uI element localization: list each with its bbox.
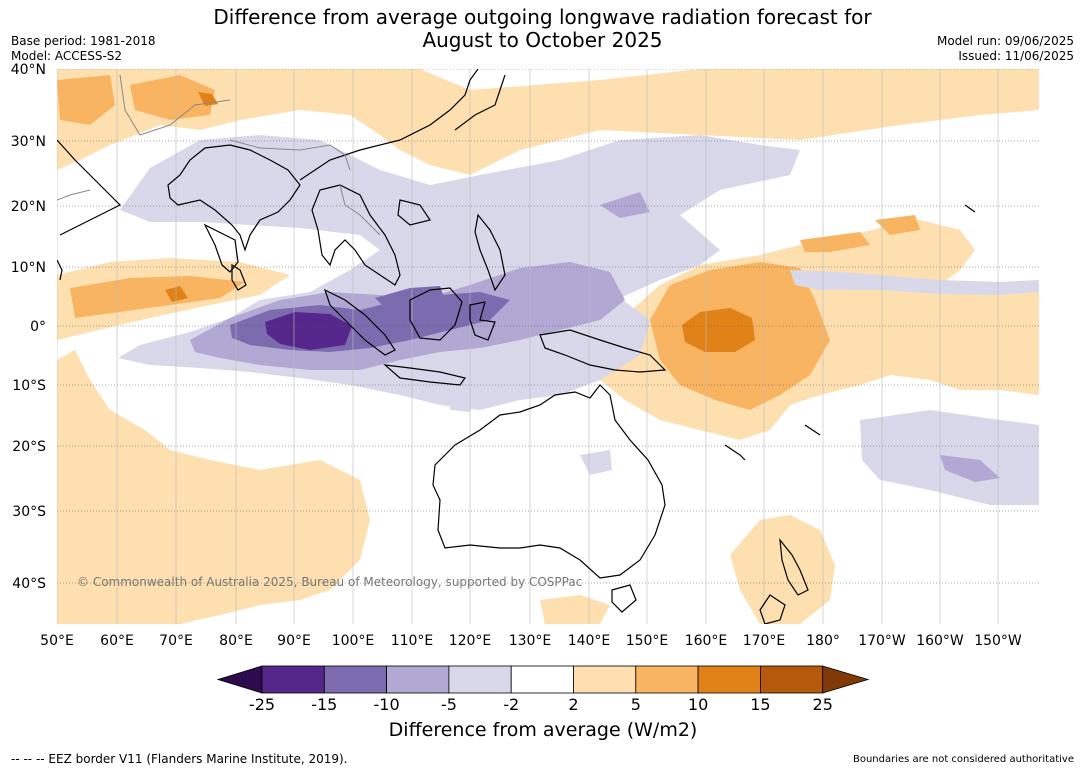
colorbar-segment — [573, 665, 637, 694]
colorbar-tick-label: -10 — [374, 695, 400, 714]
longitude-label: 120°E — [449, 633, 492, 649]
longitude-label: 70°E — [159, 633, 193, 649]
coastlines — [57, 69, 976, 624]
latitude-label: 10°S — [12, 378, 46, 394]
longitude-label: 160°W — [916, 633, 964, 649]
map-title-line-1: Difference from average outgoing longwav… — [213, 5, 872, 29]
anomaly-negative-15-25 — [265, 312, 352, 350]
latitude-label: 40°S — [12, 576, 46, 592]
colorbar-tick-label: 5 — [631, 695, 641, 714]
copyright-notice: © Commonwealth of Australia 2025, Bureau… — [77, 575, 582, 589]
base-period: Base period: 1981-2018 — [11, 34, 156, 48]
longitude-label: 50°E — [40, 633, 74, 649]
colorbar-segment — [510, 665, 574, 694]
latitude-label: 20°N — [11, 199, 46, 215]
colorbar-max-arrow — [822, 665, 870, 694]
colorbar-segment — [386, 665, 450, 694]
longitude-labels: 50°E 60°E 70°E 80°E 90°E 100°E 110°E 120°E 130°E… — [40, 633, 1022, 649]
colorbar-segment — [697, 665, 761, 694]
colorbar-tick-labels: -25 -15 -10 -5 -2 2 5 10 15 25 — [249, 695, 833, 714]
latitude-label: 10°N — [11, 260, 46, 276]
longitude-label: 110°E — [391, 633, 434, 649]
country-borders — [57, 74, 381, 236]
model-run-date: Model run: 09/06/2025 — [936, 34, 1074, 48]
colorbar-tick-label: 25 — [813, 695, 833, 714]
latitude-label: 40°N — [11, 62, 46, 78]
colorbar-segment — [261, 665, 325, 694]
longitude-label: 80°E — [219, 633, 253, 649]
colorbar-tick-label: -2 — [503, 695, 519, 714]
latitude-labels: 40°N 30°N 20°N 10°N 0° 10°S 20°S 30°S 40°S — [11, 62, 46, 592]
colorbar-tick-label: -15 — [311, 695, 337, 714]
colorbar-tick-label: 2 — [568, 695, 578, 714]
colorbar-tick-label: 15 — [750, 695, 770, 714]
latitude-label: 30°N — [11, 134, 46, 150]
colorbar-segment — [448, 665, 512, 694]
colorbar-tick-label: -5 — [441, 695, 457, 714]
colorbar-segment — [760, 665, 824, 694]
longitude-label: 170°W — [858, 633, 906, 649]
colorbar — [216, 665, 870, 694]
longitude-label: 90°E — [277, 633, 311, 649]
latitude-label: 0° — [30, 319, 46, 335]
longitude-label: 180° — [806, 633, 840, 649]
issued-date: Issued: 11/06/2025 — [958, 49, 1074, 63]
longitude-label: 130°E — [509, 633, 552, 649]
longitude-label: 170°E — [743, 633, 786, 649]
longitude-label: 60°E — [100, 633, 134, 649]
boundaries-disclaimer: Boundaries are not considered authoritat… — [852, 754, 1074, 765]
latitude-label: 30°S — [12, 504, 46, 520]
colorbar-tick-label: -25 — [249, 695, 275, 714]
latitude-label: 20°S — [12, 439, 46, 455]
longitude-label: 150°W — [974, 633, 1022, 649]
colorbar-tick-label: 10 — [688, 695, 708, 714]
longitude-label: 150°E — [626, 633, 669, 649]
colorbar-segment — [635, 665, 699, 694]
colorbar-segment — [323, 665, 387, 694]
map-title-line-2: August to October 2025 — [422, 28, 663, 52]
model-name: Model: ACCESS-S2 — [11, 49, 123, 63]
graticule — [57, 69, 1039, 624]
longitude-label: 160°E — [685, 633, 728, 649]
longitude-label: 100°E — [332, 633, 375, 649]
colorbar-min-arrow — [216, 665, 263, 694]
map-panel: © Commonwealth of Australia 2025, Bureau… — [57, 69, 1039, 624]
eez-border-note: -- -- -- EEZ border V11 (Flanders Marine… — [11, 752, 348, 766]
longitude-label: 140°E — [568, 633, 611, 649]
colorbar-title: Difference from average (W/m2) — [389, 719, 698, 741]
